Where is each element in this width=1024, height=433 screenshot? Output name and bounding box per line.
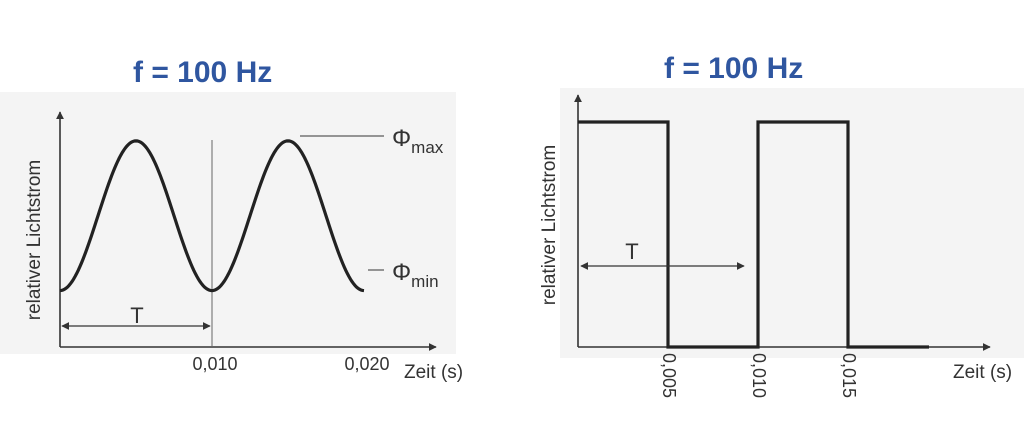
left-y-axis-label: relativer Lichtstrom bbox=[24, 160, 45, 321]
right-x-tick-label: 0,015 bbox=[839, 353, 859, 398]
right-chart: T 0,005 0,010 0,015 Zeit (s) relativer L… bbox=[539, 94, 1012, 398]
left-chart: T 0,010 0,020 Zeit (s) relativer Lichtst… bbox=[24, 111, 463, 383]
left-x-axis-label: Zeit (s) bbox=[404, 362, 463, 383]
right-y-axis-label: relativer Lichtstrom bbox=[539, 145, 560, 306]
left-max-label: Φmax bbox=[392, 125, 444, 157]
right-chart-background bbox=[560, 88, 1024, 358]
left-sine-series bbox=[59, 139, 365, 293]
right-square-series bbox=[578, 120, 929, 349]
right-x-tick-label: 0,005 bbox=[659, 353, 679, 398]
left-period-label: T bbox=[130, 303, 143, 328]
left-min-label: Φmin bbox=[392, 259, 439, 291]
right-period-label: T bbox=[625, 239, 638, 264]
right-x-axis-label: Zeit (s) bbox=[953, 362, 1012, 383]
left-chart-title: f = 100 Hz bbox=[133, 56, 273, 89]
right-x-tick-label: 0,010 bbox=[749, 353, 769, 398]
right-chart-title: f = 100 Hz bbox=[664, 52, 804, 85]
left-x-tick-label: 0,020 bbox=[344, 354, 389, 374]
left-x-tick-label: 0,010 bbox=[192, 354, 237, 374]
